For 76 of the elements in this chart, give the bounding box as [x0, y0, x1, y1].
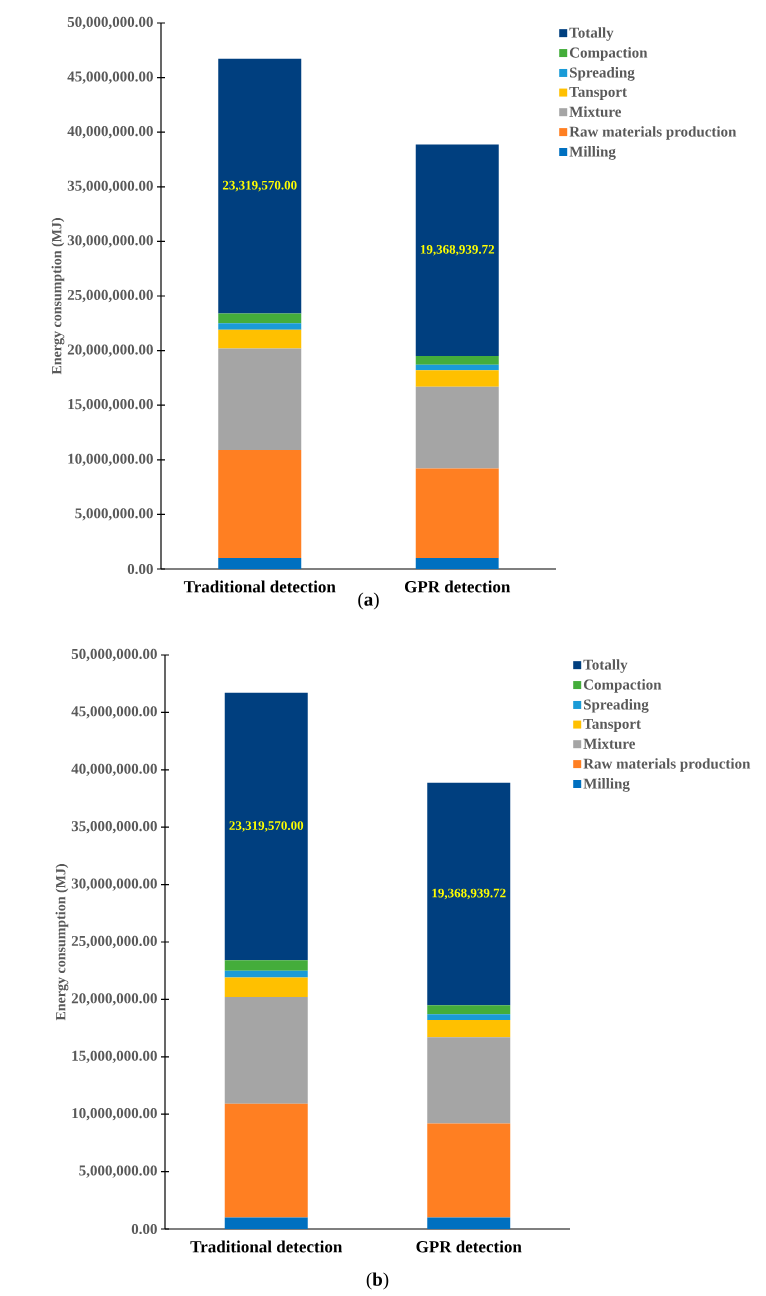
bar: [218, 558, 302, 569]
y-tick-label: 10,000,000.00: [68, 453, 153, 466]
y-tick-label: 30,000,000.00: [71, 878, 157, 891]
y-tick-label: 0.00: [131, 1223, 157, 1235]
bar: [218, 323, 302, 330]
y-tick-label: 15,000,000.00: [68, 399, 153, 412]
text: (a): [358, 592, 379, 610]
legend-label: Milling: [569, 146, 616, 160]
bar: [218, 313, 302, 324]
legend-label: Mixture: [569, 106, 622, 117]
y-tick-label: 5,000,000.00: [79, 1165, 157, 1178]
bar: [224, 960, 308, 971]
bar: [415, 386, 499, 469]
bar: [415, 356, 499, 365]
legend-label: Totally: [569, 27, 614, 41]
bar: [218, 58, 302, 314]
text: (b): [366, 1272, 389, 1290]
y-tick-label: 25,000,000.00: [67, 289, 153, 303]
y-tick-label: 50,000,000.00: [67, 16, 153, 30]
y-tick-label: 35,000,000.00: [71, 821, 157, 834]
bar: [224, 997, 308, 1104]
data-label: 19,368,939.72: [432, 888, 506, 900]
bar: [224, 692, 308, 961]
y-tick-label: 50,000,000.00: [71, 648, 157, 662]
legend-label: Milling: [583, 778, 630, 792]
bar: [427, 1037, 511, 1124]
legend-label: Tansport: [583, 718, 641, 732]
bar: [427, 1123, 511, 1218]
x-tick-label: Traditional detection: [183, 580, 336, 593]
legend-label: Spreading: [584, 699, 649, 713]
legend-label: Compaction: [569, 47, 648, 61]
legend-label: Tansport: [569, 86, 627, 100]
bar: [427, 1020, 511, 1038]
bar: [224, 1103, 308, 1218]
x-tick-label: Traditional detection: [190, 1240, 343, 1253]
legend-label: Raw materials production: [583, 758, 751, 772]
y-tick-label: 20,000,000.00: [67, 344, 153, 357]
legend-label: Raw materials production: [569, 126, 737, 140]
bar: [415, 144, 499, 357]
bar: [415, 558, 499, 569]
x-tick-label: GPR detection: [416, 1240, 522, 1253]
y-tick-label: 30,000,000.00: [67, 235, 153, 248]
bar: [415, 468, 499, 559]
y-tick-label: 40,000,000.00: [67, 126, 153, 139]
legend-label: Mixture: [583, 738, 636, 749]
y-axis-title: Energy consumption (MJ): [55, 864, 69, 1021]
y-axis-title: Energy consumption (MJ): [51, 218, 65, 375]
bar: [224, 970, 308, 978]
y-tick-label: 45,000,000.00: [71, 706, 157, 719]
y-tick-label: 25,000,000.00: [71, 935, 157, 949]
bar: [218, 329, 302, 349]
bar: [224, 1217, 308, 1229]
bar: [415, 370, 499, 387]
bar: [427, 1005, 511, 1015]
data-label: 19,368,939.72: [420, 244, 495, 256]
y-tick-label: 20,000,000.00: [71, 993, 157, 1006]
bar: [218, 348, 302, 450]
legend-label: Spreading: [570, 67, 635, 81]
y-tick-label: 35,000,000.00: [67, 180, 153, 193]
y-tick-label: 15,000,000.00: [72, 1050, 157, 1063]
x-tick-label: GPR detection: [404, 580, 511, 593]
y-tick-label: 0.00: [127, 563, 153, 575]
bar: [427, 1217, 511, 1229]
y-tick-label: 10,000,000.00: [72, 1108, 157, 1121]
bar: [415, 364, 499, 371]
bar: [224, 977, 308, 998]
legend-label: Compaction: [583, 679, 662, 693]
bar: [427, 1014, 511, 1021]
data-label: 23,319,570.00: [222, 180, 297, 192]
y-tick-label: 5,000,000.00: [75, 508, 153, 521]
y-tick-label: 40,000,000.00: [71, 763, 157, 776]
data-label: 23,319,570.00: [229, 821, 304, 832]
bar: [427, 782, 511, 1006]
bar: [218, 449, 302, 559]
legend-label: Totally: [583, 659, 628, 673]
y-tick-label: 45,000,000.00: [67, 71, 153, 84]
